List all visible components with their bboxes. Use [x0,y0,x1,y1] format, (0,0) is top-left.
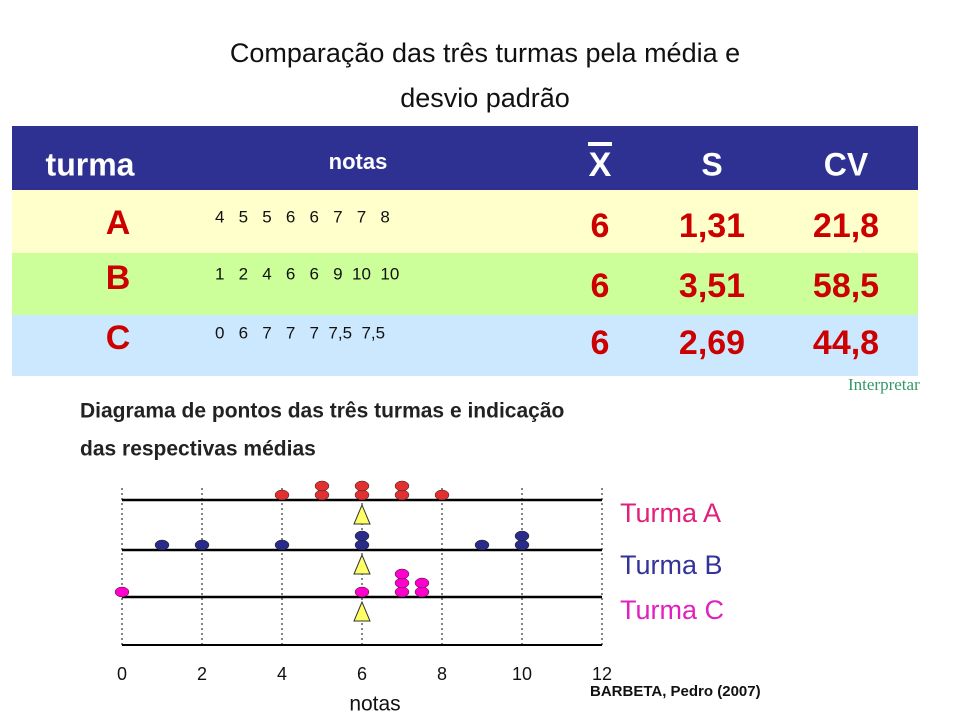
dot [414,577,430,589]
table-row [12,190,918,253]
x-tick-label: 6 [357,664,367,684]
dot [414,586,430,598]
dot [514,530,530,542]
value-cell: 3,51 [679,267,745,305]
header-cell: X [589,146,612,184]
legend-label: Turma B [620,550,723,580]
header-cell: notas [329,149,388,174]
value-cell: 44,8 [813,324,879,362]
dot [314,480,330,492]
dot [114,586,130,598]
chart-title: Diagrama de pontos das três turmas e ind… [80,400,564,423]
mean-marker [353,503,371,525]
legend-label: Turma A [620,498,721,528]
dot [434,489,450,501]
dot [394,586,410,598]
table-row [12,253,918,315]
mean-marker [353,600,371,622]
header-cell: CV [824,146,869,182]
notas-cell: 1 2 4 6 6 9 10 10 [215,264,399,283]
x-tick-label: 8 [437,664,447,684]
dot [274,489,290,501]
value-cell: 1,31 [679,207,745,245]
dot [394,577,410,589]
title: desvio padrão [400,83,570,113]
title: Comparação das três turmas pela média e [230,38,740,68]
legend-label: Turma C [620,595,724,625]
interpretar-link[interactable]: Interpretar [848,375,920,394]
header-cell: S [701,146,722,182]
dot [354,539,370,551]
x-tick-label: 0 [117,664,127,684]
value-cell: 6 [591,207,610,245]
row-label: C [106,319,131,357]
x-tick-label: 4 [277,664,287,684]
chart-title: das respectivas médias [80,438,316,461]
notas-cell: 0 6 7 7 7 7,5 7,5 [215,323,385,342]
value-cell: 6 [591,267,610,305]
table-header [12,126,918,190]
dot [274,539,290,551]
header-cell: turma [46,146,135,182]
dot [394,568,410,580]
x-axis-label: notas [349,693,400,716]
value-cell: 58,5 [813,267,879,305]
dot [394,489,410,501]
value-cell: 2,69 [679,324,745,362]
x-tick-label: 2 [197,664,207,684]
dot [354,530,370,542]
x-tick-label: 12 [592,664,612,684]
source: BARBETA, Pedro (2007) [590,683,761,700]
mean-marker [353,553,371,575]
notas-cell: 4 5 5 6 6 7 7 8 [215,207,390,226]
dot [514,539,530,551]
dot [354,489,370,501]
dot [474,539,490,551]
dot [394,480,410,492]
dot [194,539,210,551]
dot [354,586,370,598]
dot [154,539,170,551]
row-label: B [106,259,131,297]
table-row [12,315,918,376]
value-cell: 21,8 [813,207,879,245]
value-cell: 6 [591,324,610,362]
dot [314,489,330,501]
row-label: A [106,204,131,242]
dot [354,480,370,492]
x-tick-label: 10 [512,664,532,684]
